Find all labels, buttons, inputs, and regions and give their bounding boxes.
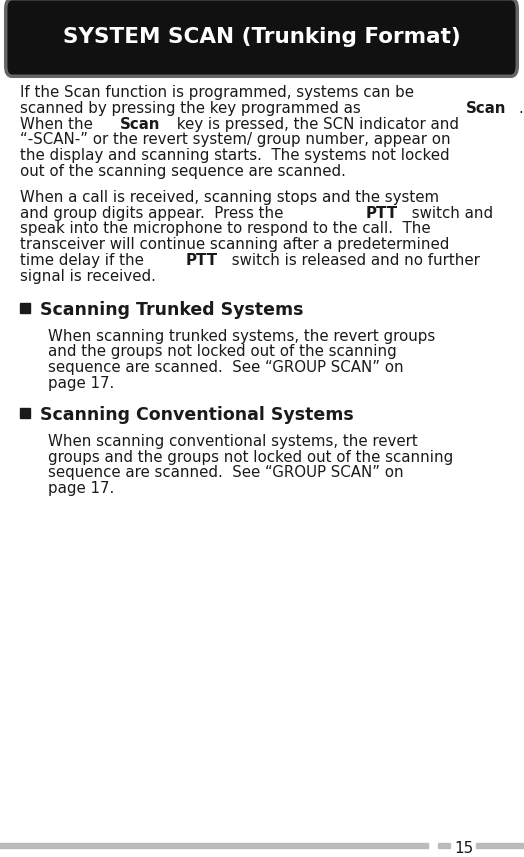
Text: speak into the microphone to respond to the call.  The: speak into the microphone to respond to … bbox=[20, 221, 431, 237]
Text: scanned by pressing the key programmed as: scanned by pressing the key programmed a… bbox=[20, 101, 366, 116]
Text: Scan: Scan bbox=[120, 117, 160, 132]
Text: out of the scanning sequence are scanned.: out of the scanning sequence are scanned… bbox=[20, 164, 346, 179]
Bar bbox=[20, 303, 30, 313]
Text: SYSTEM SCAN (Trunking Format): SYSTEM SCAN (Trunking Format) bbox=[63, 27, 461, 46]
Text: transceiver will continue scanning after a predetermined: transceiver will continue scanning after… bbox=[20, 237, 450, 252]
Bar bbox=[476, 843, 524, 848]
Text: When the: When the bbox=[20, 117, 97, 132]
Text: “-SCAN-” or the revert system/ group number, appear on: “-SCAN-” or the revert system/ group num… bbox=[20, 132, 451, 147]
Text: PTT: PTT bbox=[366, 206, 398, 220]
Bar bbox=[0, 843, 428, 848]
Text: Scanning Trunked Systems: Scanning Trunked Systems bbox=[40, 301, 303, 319]
Text: Scanning Conventional Systems: Scanning Conventional Systems bbox=[40, 406, 354, 424]
Text: page 17.: page 17. bbox=[48, 481, 114, 496]
Text: When scanning conventional systems, the revert: When scanning conventional systems, the … bbox=[48, 434, 418, 449]
Text: switch and: switch and bbox=[408, 206, 494, 220]
Text: time delay if the: time delay if the bbox=[20, 253, 149, 268]
Text: page 17.: page 17. bbox=[48, 376, 114, 391]
Text: .: . bbox=[518, 101, 522, 116]
FancyBboxPatch shape bbox=[6, 0, 517, 76]
Text: switch is released and no further: switch is released and no further bbox=[227, 253, 481, 268]
Text: When scanning trunked systems, the revert groups: When scanning trunked systems, the rever… bbox=[48, 328, 435, 344]
Text: signal is received.: signal is received. bbox=[20, 269, 156, 284]
Bar bbox=[438, 843, 450, 848]
Text: and group digits appear.  Press the: and group digits appear. Press the bbox=[20, 206, 288, 220]
Text: When a call is received, scanning stops and the system: When a call is received, scanning stops … bbox=[20, 189, 439, 205]
Text: sequence are scanned.  See “GROUP SCAN” on: sequence are scanned. See “GROUP SCAN” o… bbox=[48, 360, 403, 375]
Bar bbox=[20, 408, 30, 418]
Text: Scan: Scan bbox=[466, 101, 506, 116]
Text: sequence are scanned.  See “GROUP SCAN” on: sequence are scanned. See “GROUP SCAN” o… bbox=[48, 465, 403, 481]
Text: PTT: PTT bbox=[186, 253, 218, 268]
Text: groups and the groups not locked out of the scanning: groups and the groups not locked out of … bbox=[48, 450, 453, 464]
Text: 15: 15 bbox=[454, 841, 474, 856]
Text: the display and scanning starts.  The systems not locked: the display and scanning starts. The sys… bbox=[20, 148, 450, 163]
Text: and the groups not locked out of the scanning: and the groups not locked out of the sca… bbox=[48, 345, 397, 359]
Text: If the Scan function is programmed, systems can be: If the Scan function is programmed, syst… bbox=[20, 85, 414, 100]
Text: key is pressed, the SCN indicator and: key is pressed, the SCN indicator and bbox=[172, 117, 459, 132]
